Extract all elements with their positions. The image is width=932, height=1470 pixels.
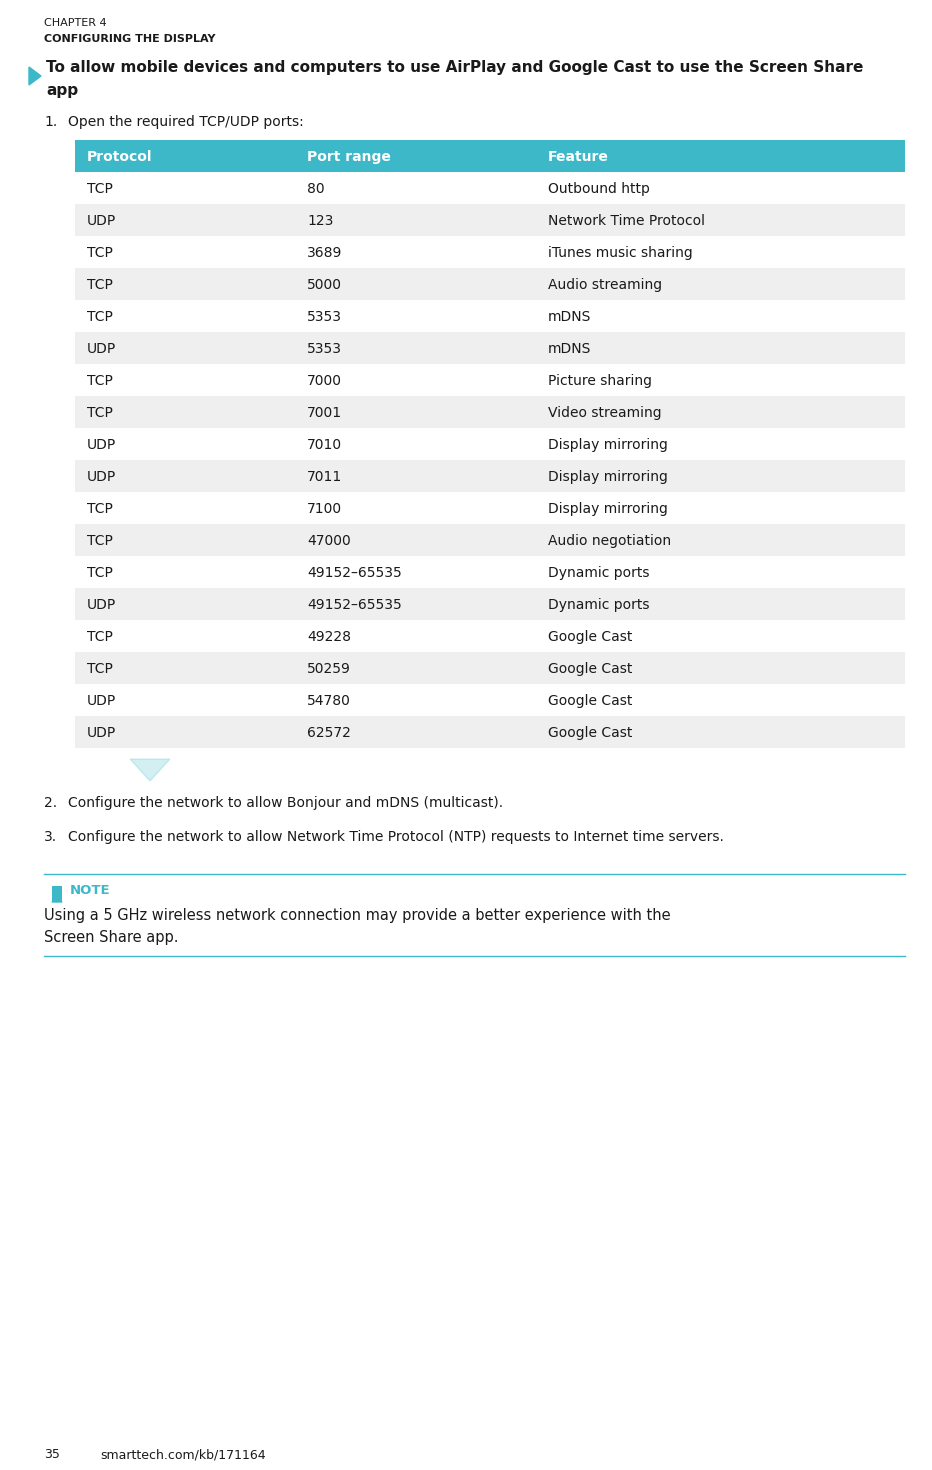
FancyBboxPatch shape <box>75 268 905 300</box>
Text: To allow mobile devices and computers to use AirPlay and Google Cast to use the : To allow mobile devices and computers to… <box>46 60 863 75</box>
Text: Google Cast: Google Cast <box>548 726 632 739</box>
Text: 2.: 2. <box>44 795 57 810</box>
Text: iTunes music sharing: iTunes music sharing <box>548 245 692 260</box>
FancyBboxPatch shape <box>75 684 905 716</box>
Text: UDP: UDP <box>87 726 116 739</box>
FancyBboxPatch shape <box>75 204 905 237</box>
Text: 35: 35 <box>44 1448 60 1461</box>
Text: 1.: 1. <box>44 115 57 129</box>
Text: CONFIGURING THE DISPLAY: CONFIGURING THE DISPLAY <box>44 34 215 44</box>
FancyBboxPatch shape <box>75 716 905 748</box>
FancyBboxPatch shape <box>75 365 905 395</box>
Text: Open the required TCP/UDP ports:: Open the required TCP/UDP ports: <box>68 115 304 129</box>
Text: 49152–65535: 49152–65535 <box>307 566 402 581</box>
FancyBboxPatch shape <box>75 653 905 684</box>
Text: Feature: Feature <box>548 150 609 165</box>
Text: TCP: TCP <box>87 631 113 644</box>
Text: 49152–65535: 49152–65535 <box>307 598 402 612</box>
Text: Outbound http: Outbound http <box>548 182 650 196</box>
Text: mDNS: mDNS <box>548 310 591 323</box>
Text: 54780: 54780 <box>307 694 350 709</box>
FancyBboxPatch shape <box>75 395 905 428</box>
Text: TCP: TCP <box>87 310 113 323</box>
FancyBboxPatch shape <box>75 588 905 620</box>
Text: Dynamic ports: Dynamic ports <box>548 598 650 612</box>
Text: 7000: 7000 <box>307 373 342 388</box>
FancyBboxPatch shape <box>75 140 905 172</box>
Text: Video streaming: Video streaming <box>548 406 662 420</box>
Text: TCP: TCP <box>87 501 113 516</box>
Text: Google Cast: Google Cast <box>548 631 632 644</box>
Text: UDP: UDP <box>87 598 116 612</box>
Text: 7001: 7001 <box>307 406 342 420</box>
Text: 7011: 7011 <box>307 470 342 484</box>
Polygon shape <box>52 897 62 903</box>
Text: TCP: TCP <box>87 534 113 548</box>
FancyBboxPatch shape <box>75 620 905 653</box>
Text: TCP: TCP <box>87 566 113 581</box>
Text: Google Cast: Google Cast <box>548 662 632 676</box>
Text: UDP: UDP <box>87 470 116 484</box>
Text: Protocol: Protocol <box>87 150 153 165</box>
Text: 47000: 47000 <box>307 534 350 548</box>
Text: TCP: TCP <box>87 373 113 388</box>
Text: TCP: TCP <box>87 406 113 420</box>
FancyBboxPatch shape <box>75 172 905 204</box>
Text: UDP: UDP <box>87 215 116 228</box>
Text: Dynamic ports: Dynamic ports <box>548 566 650 581</box>
Text: Picture sharing: Picture sharing <box>548 373 651 388</box>
Text: TCP: TCP <box>87 182 113 196</box>
FancyBboxPatch shape <box>75 300 905 332</box>
Text: UDP: UDP <box>87 343 116 356</box>
Text: Google Cast: Google Cast <box>548 694 632 709</box>
Text: Display mirroring: Display mirroring <box>548 470 667 484</box>
FancyBboxPatch shape <box>75 460 905 492</box>
Text: TCP: TCP <box>87 245 113 260</box>
Text: 62572: 62572 <box>307 726 350 739</box>
FancyBboxPatch shape <box>52 886 62 903</box>
Text: Port range: Port range <box>307 150 391 165</box>
Text: 3689: 3689 <box>307 245 342 260</box>
Polygon shape <box>130 759 170 781</box>
Text: 80: 80 <box>307 182 324 196</box>
Text: smarttech.com/kb/171164: smarttech.com/kb/171164 <box>100 1448 266 1461</box>
Text: Network Time Protocol: Network Time Protocol <box>548 215 705 228</box>
Text: 50259: 50259 <box>307 662 350 676</box>
FancyBboxPatch shape <box>75 556 905 588</box>
Text: app: app <box>46 82 78 98</box>
FancyBboxPatch shape <box>75 428 905 460</box>
Text: 123: 123 <box>307 215 334 228</box>
FancyBboxPatch shape <box>75 332 905 365</box>
Text: 5000: 5000 <box>307 278 342 293</box>
Text: Using a 5 GHz wireless network connection may provide a better experience with t: Using a 5 GHz wireless network connectio… <box>44 908 671 923</box>
Text: Configure the network to allow Network Time Protocol (NTP) requests to Internet : Configure the network to allow Network T… <box>68 831 724 844</box>
Text: UDP: UDP <box>87 694 116 709</box>
Text: 5353: 5353 <box>307 343 342 356</box>
Text: 5353: 5353 <box>307 310 342 323</box>
FancyBboxPatch shape <box>75 492 905 523</box>
Text: NOTE: NOTE <box>70 883 111 897</box>
Text: 7010: 7010 <box>307 438 342 451</box>
Text: TCP: TCP <box>87 278 113 293</box>
Text: Screen Share app.: Screen Share app. <box>44 931 179 945</box>
Text: CHAPTER 4: CHAPTER 4 <box>44 18 106 28</box>
Text: mDNS: mDNS <box>548 343 591 356</box>
Text: Configure the network to allow Bonjour and mDNS (multicast).: Configure the network to allow Bonjour a… <box>68 795 503 810</box>
Text: UDP: UDP <box>87 438 116 451</box>
Text: 49228: 49228 <box>307 631 351 644</box>
Text: TCP: TCP <box>87 662 113 676</box>
FancyBboxPatch shape <box>75 523 905 556</box>
Text: Display mirroring: Display mirroring <box>548 438 667 451</box>
FancyBboxPatch shape <box>75 237 905 268</box>
Text: Display mirroring: Display mirroring <box>548 501 667 516</box>
Text: Audio negotiation: Audio negotiation <box>548 534 671 548</box>
Text: 3.: 3. <box>44 831 57 844</box>
Text: Audio streaming: Audio streaming <box>548 278 662 293</box>
Polygon shape <box>29 68 41 85</box>
Text: 7100: 7100 <box>307 501 342 516</box>
